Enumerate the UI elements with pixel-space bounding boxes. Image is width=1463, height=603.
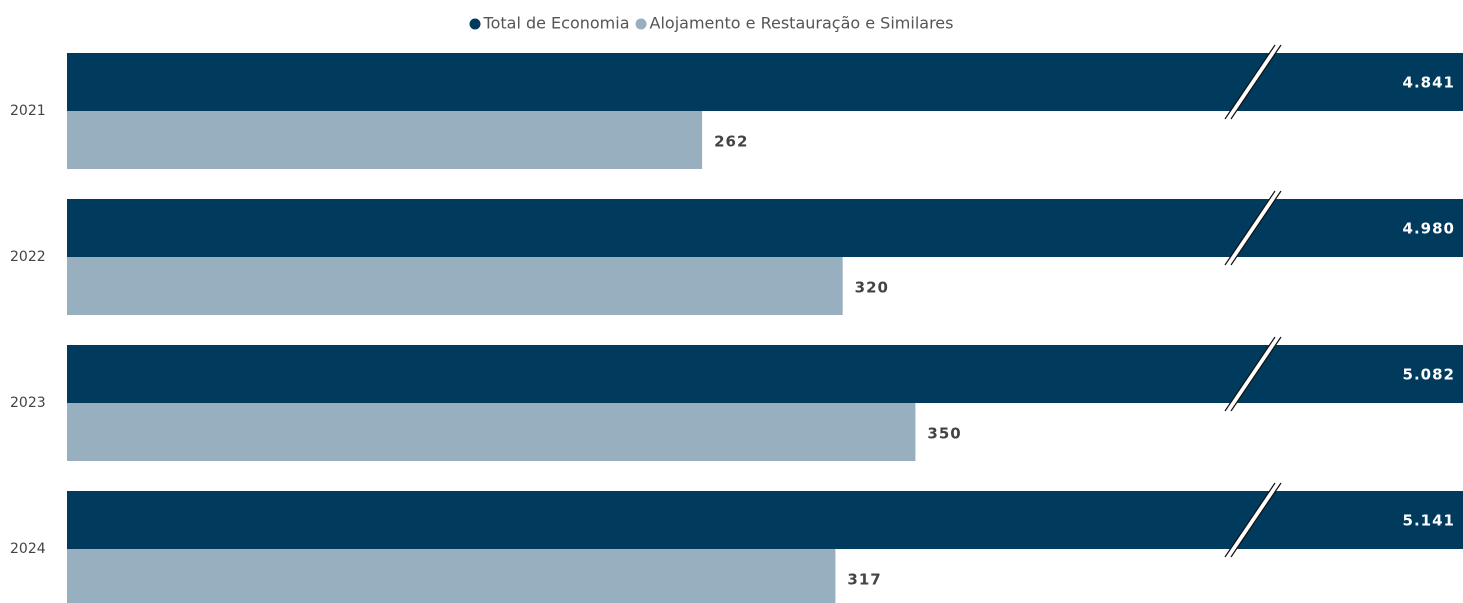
axis-break-line [1230,44,1282,120]
data-label: 350 [927,425,961,443]
legend-label: Alojamento e Restauração e Similares [650,14,954,33]
axis-break [1225,337,1281,411]
bar [67,53,1463,111]
axis-break-line [1224,336,1276,412]
y-tick-label: 2024 [10,541,46,557]
bar [67,345,1463,403]
bar [67,111,703,169]
data-label: 317 [847,571,881,589]
axis-break-line [1230,336,1282,412]
axis-break-line [1224,190,1276,266]
bar [67,257,843,315]
axis-break-line [1224,482,1276,558]
bar [67,491,1463,549]
data-label: 262 [714,133,748,151]
data-label: 5.141 [1403,512,1455,530]
y-tick-label: 2021 [10,103,46,119]
data-label: 320 [855,279,889,297]
bar [67,549,836,603]
legend-label: Total de Economia [483,14,630,33]
bar [67,199,1463,257]
data-label: 5.082 [1403,366,1455,384]
y-tick-label: 2023 [10,395,46,411]
bar [67,403,916,461]
legend-marker [635,18,647,30]
axis-break-line [1230,190,1282,266]
axis-break-line [1224,44,1276,120]
axis-break [1225,483,1281,557]
y-tick-label: 2022 [10,249,46,265]
data-label: 4.980 [1403,220,1455,238]
axis-break [1225,191,1281,265]
axis-break-line [1230,482,1282,558]
axis-break [1225,45,1281,119]
data-label: 4.841 [1403,74,1455,92]
legend-marker [469,18,481,30]
